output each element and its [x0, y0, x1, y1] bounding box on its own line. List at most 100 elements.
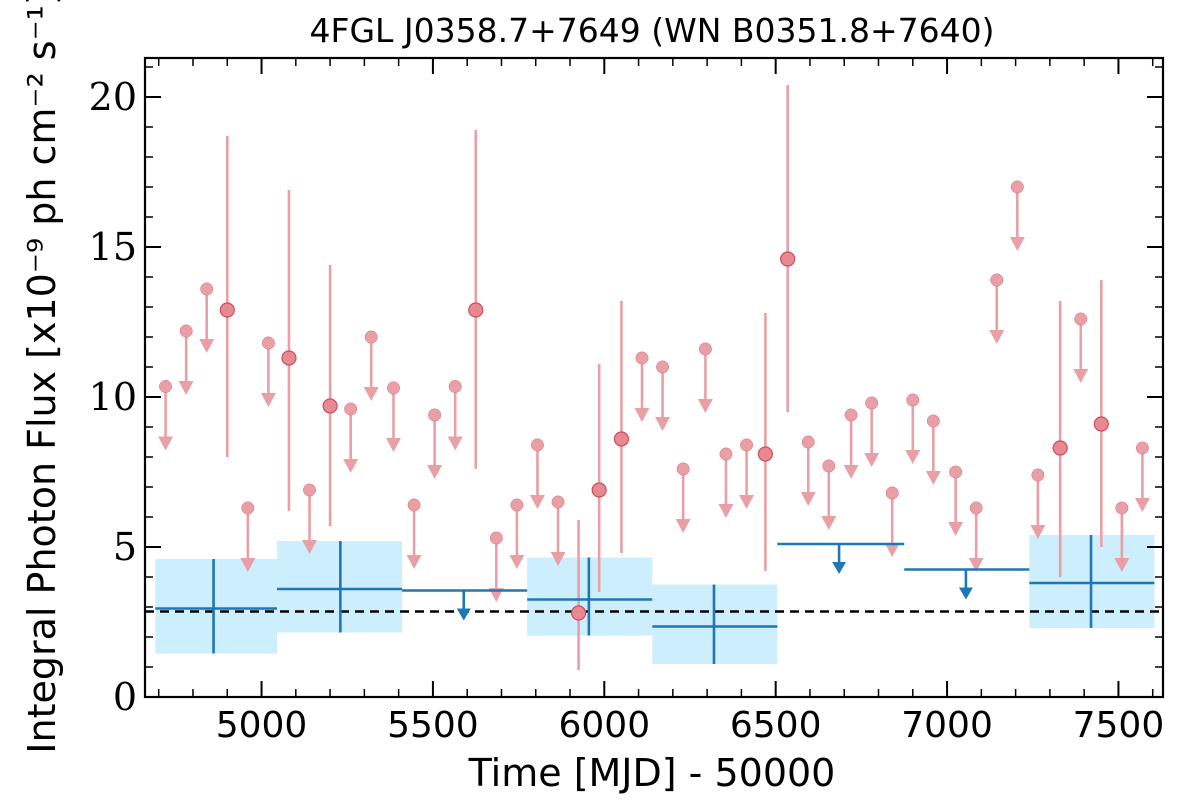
arrow-head	[1030, 525, 1046, 539]
arrow-head	[1009, 237, 1025, 251]
coarse-bin-upper-limit	[904, 568, 1030, 600]
x-axis-label: Time [MJD] - 50000	[468, 751, 836, 795]
fine-bin-upper-limit	[697, 342, 713, 413]
upper-limit-marker	[656, 360, 670, 374]
fine-bin-marker	[468, 302, 484, 318]
upper-limit-marker	[635, 351, 649, 365]
upper-limit-marker	[200, 282, 214, 296]
fine-bin-upper-limit	[739, 438, 755, 509]
upper-limit-marker	[740, 438, 753, 452]
fine-bin-upper-limit	[1073, 312, 1089, 383]
fine-bin-upper-limit	[1009, 180, 1025, 251]
arrow-head	[864, 453, 880, 467]
y-tick-label: 20	[89, 75, 137, 119]
fine-bin-upper-limit	[158, 380, 174, 451]
axis-tick-labels: 5000 5500 6000 6500 7000 7500 0 5 10 15 20	[89, 75, 1165, 746]
upper-limit-marker	[531, 438, 544, 452]
y-tick-label: 15	[89, 225, 137, 269]
fine-bin-upper-limit	[178, 324, 194, 395]
arrow-head	[456, 608, 471, 621]
coarse-bin-upper-limit	[402, 589, 528, 621]
upper-limit-marker	[303, 483, 316, 497]
upper-limit-marker	[428, 408, 442, 422]
arrow-head	[1134, 498, 1150, 512]
axis-ticks	[145, 58, 1163, 698]
fine-bin-upper-limit	[427, 408, 443, 479]
arrow-head	[240, 558, 256, 572]
upper-limit-marker	[719, 447, 733, 461]
arrow-head	[260, 393, 276, 407]
fine-bin-detection	[281, 190, 297, 511]
arrow-head	[1114, 558, 1130, 572]
upper-limit-marker	[1074, 312, 1088, 326]
fine-bin-detection	[322, 265, 338, 526]
arrow-head	[447, 436, 463, 451]
arrow-head	[800, 492, 816, 506]
y-axis-label: Integral Photon Flux [x10⁻⁹ ph cm⁻² s⁻¹]	[20, 0, 64, 754]
fine-bin-upper-limit	[843, 408, 859, 479]
upper-limit-marker	[801, 435, 815, 449]
arrow-head	[948, 522, 964, 536]
fine-bin-upper-limit	[199, 282, 215, 353]
fine-bin-marker	[780, 251, 796, 267]
fine-bin-marker	[613, 431, 630, 447]
fine-bin-upper-limit	[800, 435, 816, 506]
fine-bin-upper-limit	[884, 486, 900, 557]
upper-limit-marker	[510, 498, 524, 512]
arrow-head	[178, 381, 194, 395]
arrow-head	[989, 330, 1005, 344]
fine-bin-upper-limit	[925, 414, 941, 485]
coarse-upper-limit-arrow	[958, 569, 973, 600]
fine-bin-upper-limit	[386, 381, 402, 452]
upper-limit-marker	[969, 501, 983, 515]
fine-bin-upper-limit	[260, 336, 276, 407]
arrow-head	[958, 587, 973, 600]
coarse-bin-upper-limit	[777, 542, 905, 574]
arrow-head	[158, 436, 174, 451]
x-tick-label: 6500	[730, 705, 822, 746]
y-tick-label: 10	[89, 375, 137, 419]
fine-bin-marker	[1052, 440, 1068, 456]
fine-bin-marker	[322, 398, 338, 414]
arrow-head	[968, 558, 984, 572]
arrow-head	[550, 552, 566, 566]
arrow-head	[655, 417, 671, 431]
upper-limit-marker	[448, 380, 462, 393]
coarse-bin-detection	[276, 541, 403, 633]
coarse-bin-series	[155, 535, 1155, 664]
arrow-head	[697, 399, 713, 413]
arrow-head	[1073, 369, 1089, 383]
upper-limit-marker	[822, 459, 836, 473]
arrow-head	[843, 465, 859, 479]
coarse-upper-limit-arrow	[832, 544, 847, 574]
upper-limit-marker	[865, 396, 879, 410]
fine-bin-upper-limit	[302, 483, 318, 554]
coarse-upper-limit-arrow	[456, 590, 471, 621]
arrow-head	[884, 543, 900, 557]
upper-limit-marker	[387, 381, 400, 395]
arrow-head	[821, 516, 837, 530]
upper-limit-marker	[990, 273, 1004, 287]
fine-bin-upper-limit	[363, 330, 379, 401]
upper-limit-marker	[159, 380, 173, 393]
fine-bin-detection	[780, 85, 796, 412]
coarse-bin-uncertainty-band	[155, 559, 277, 654]
upper-limit-marker	[926, 414, 940, 428]
fine-bin-upper-limit	[675, 462, 691, 533]
upper-limit-marker	[261, 336, 275, 350]
arrow-head	[343, 459, 359, 473]
fine-bin-marker	[570, 605, 587, 621]
coarse-bin-detection	[1029, 535, 1155, 628]
fine-bin-upper-limit	[905, 393, 921, 464]
fine-bin-upper-limit	[634, 351, 650, 422]
arrow-head	[634, 408, 650, 422]
fine-bin-marker	[591, 482, 607, 498]
coarse-bin-detection	[155, 559, 277, 654]
fine-bin-series	[158, 85, 1150, 670]
fine-bin-detection	[219, 136, 235, 457]
arrow-head	[739, 495, 755, 509]
fine-bin-upper-limit	[989, 273, 1005, 344]
upper-limit-marker	[676, 462, 690, 476]
fine-bin-upper-limit	[447, 380, 463, 451]
